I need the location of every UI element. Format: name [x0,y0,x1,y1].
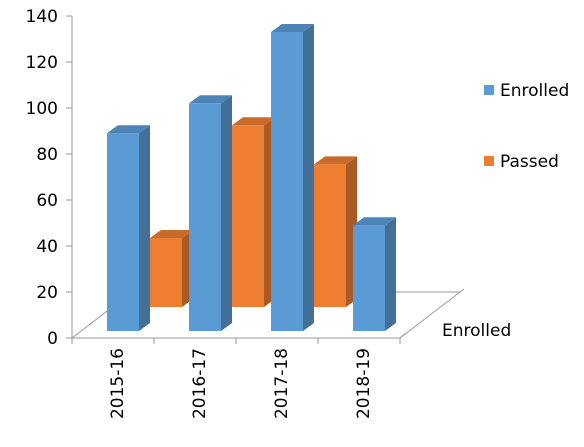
y-tick-label: 100 [26,99,58,119]
y-tick-label: 140 [26,7,58,27]
bar-side [221,95,232,331]
y-tick-label: 0 [47,329,58,349]
bar-front [150,238,182,307]
bar-front [232,125,264,307]
bar-front [271,32,303,331]
bar-front [353,225,385,331]
legend-label: Passed [500,152,559,172]
bar-top [150,230,193,238]
chart-axes: 0 20 40 60 80 100 120 140 2015-16 2016-17 2017-18 2… [26,7,512,419]
bar-front [189,103,221,331]
bar-side [385,217,396,331]
bar-top [189,95,232,104]
bar-top [314,156,357,165]
bar [314,156,357,307]
x-tick-label: 2016-17 [190,348,210,419]
x-tick-label: 2017-18 [272,348,292,419]
x-tick-label: 2015-16 [108,348,128,419]
y-tick-label: 80 [36,145,58,165]
x-tick-label: 2018-19 [354,348,374,419]
bar-top [232,117,275,126]
bar-side [303,24,314,331]
bar-top [353,217,396,226]
bar [353,217,396,331]
bar-front [107,133,139,331]
bar [150,230,193,307]
bar-side [139,125,150,331]
y-tick-label: 60 [36,191,58,211]
legend: Enrolled Passed [484,81,569,172]
y-tick-label: 120 [26,53,58,73]
legend-label: Enrolled [500,81,569,101]
chart-bars [107,24,396,331]
y-tick-label: 20 [36,283,58,303]
legend-swatch [484,85,494,95]
legend-swatch [484,156,494,166]
y-tick-label: 40 [36,237,58,257]
bar [232,117,275,307]
depth-tick-front [399,332,407,339]
bar [271,24,314,331]
depth-axis-label: Enrolled [442,321,511,341]
bar-front [314,164,346,307]
bar [189,95,232,331]
bar [107,125,150,331]
bar-top [107,125,150,134]
depth-tick-back [459,288,465,293]
bar-top [271,24,314,32]
